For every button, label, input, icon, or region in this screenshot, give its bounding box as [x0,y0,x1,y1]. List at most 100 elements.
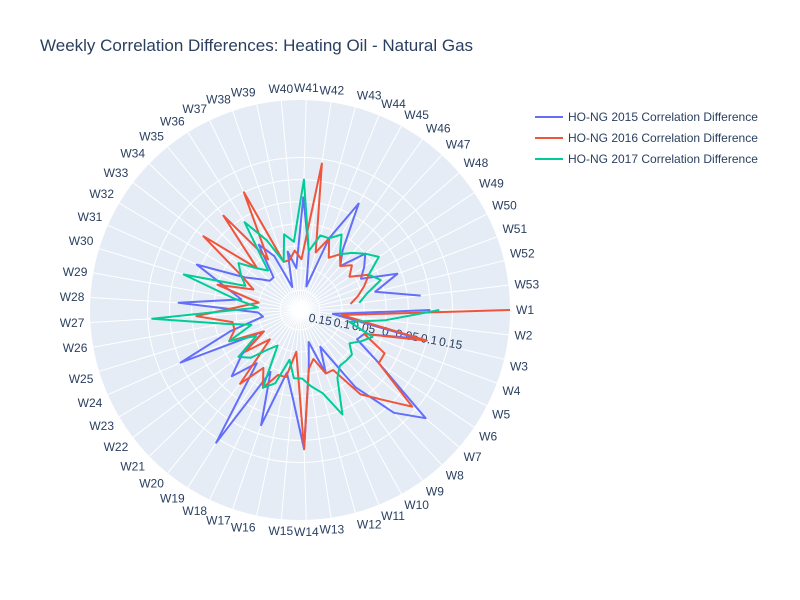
angular-gridline [299,309,443,466]
angular-gridline [107,224,301,311]
angular-gridline [299,309,332,518]
angular-tick-label: W6 [479,430,497,444]
angular-tick-label: W39 [231,86,256,100]
angular-tick-label: W38 [206,92,231,106]
angular-tick-label: W1 [516,303,534,317]
angular-tick-label: W33 [104,166,129,180]
angular-tick-label: W22 [104,440,129,454]
angular-tick-label: W35 [139,129,164,143]
angular-gridline [93,272,301,311]
series-line-3 [151,178,440,416]
angular-tick-label: W15 [268,524,293,538]
angular-gridline [90,309,301,323]
angular-gridline [256,104,301,311]
angular-gridline [299,102,332,311]
angular-tick-label: W25 [69,372,94,386]
angular-tick-label: W5 [492,408,510,422]
legend-item-1[interactable]: HO-NG 2015 Correlation Difference [535,110,758,124]
angular-gridline [299,172,460,311]
angular-gridline [93,309,301,348]
radial-axis-labels: 0.15 0.1 0.05 0 0.05 0.1 0.15 [308,311,464,353]
angular-axis-labels: W1W2W3W4W5W6W7W8W9W10W11W12W13W14W15W16W… [60,81,540,539]
angular-tick-label: W17 [206,514,231,528]
angular-tick-label: W28 [60,290,85,304]
angular-tick-label: W46 [426,122,451,136]
angular-gridline [299,139,423,311]
legend-label: HO-NG 2016 Correlation Difference [568,131,758,145]
angular-tick-label: W29 [63,265,88,279]
angular-tick-label: W23 [89,419,114,433]
angular-gridline [299,107,356,311]
angular-tick-label: W10 [404,498,429,512]
angular-gridline [107,309,301,396]
angular-gridline [299,309,460,448]
angular-tick-label: W9 [426,484,444,498]
angular-tick-label: W41 [294,81,319,95]
angular-tick-label: W18 [182,504,207,518]
angular-tick-label: W7 [464,450,482,464]
angular-tick-label: W32 [89,187,114,201]
angular-gridline [209,309,301,500]
angular-gridline [187,309,301,488]
angular-gridline [232,309,301,510]
angular-gridline [132,309,301,438]
angular-gridline [299,309,307,520]
radial-tick-label: 0.1 [420,331,439,348]
angular-tick-label: W27 [60,316,85,330]
radial-tick-label: 0.15 [308,311,334,329]
angular-tick-label: W53 [514,277,539,291]
angular-gridline [232,110,301,311]
angular-gridline [299,309,475,428]
angular-tick-label: W49 [479,176,504,190]
angular-gridline [299,309,498,384]
angular-gridline [148,309,301,457]
radial-tick-label: 0.15 [438,334,464,352]
angular-tick-label: W34 [120,147,145,161]
legend[interactable]: HO-NG 2015 Correlation Difference HO-NG 2… [535,110,758,166]
angular-gridline [299,115,380,311]
angular-tick-label: W42 [320,83,345,97]
angular-tick-label: W47 [446,138,471,152]
angular-gridline [118,202,301,311]
angular-tick-label: W36 [160,114,185,128]
angular-gridline [90,297,301,311]
angular-tick-label: W14 [294,525,319,539]
angular-tick-label: W30 [69,234,94,248]
angular-tick-label: W44 [381,97,406,111]
angular-gridline [187,132,301,311]
angular-gridline [167,309,301,474]
angular-gridline [148,163,301,311]
angular-tick-label: W45 [404,108,429,122]
angular-gridline [280,100,301,311]
angular-gridline [299,213,488,311]
angular-gridline [167,146,301,311]
series-line-2 [195,162,511,451]
angular-tick-label: W37 [182,102,207,116]
angular-tick-label: W40 [268,82,293,96]
angular-gridline [209,120,301,311]
legend-label: HO-NG 2015 Correlation Difference [568,110,758,124]
angular-gridline [99,248,301,311]
angular-tick-label: W19 [160,492,185,506]
angular-tick-label: W24 [78,396,103,410]
angular-gridline [299,309,380,505]
angular-tick-label: W2 [514,329,532,343]
angular-gridline [299,284,509,311]
angular-tick-label: W48 [464,156,489,170]
angular-tick-label: W8 [446,468,464,482]
angular-tick-label: W50 [492,198,517,212]
angular-tick-label: W31 [78,210,103,224]
angular-tick-label: W13 [320,523,345,537]
angular-tick-label: W4 [502,384,520,398]
legend-item-3[interactable]: HO-NG 2017 Correlation Difference [535,152,758,166]
legend-item-2[interactable]: HO-NG 2016 Correlation Difference [535,131,758,145]
angular-tick-label: W20 [139,477,164,491]
angular-gridline [299,309,402,495]
series-lines [151,162,511,451]
chart-title: Weekly Correlation Differences: Heating … [40,36,473,55]
angular-gridline [299,125,402,311]
angular-tick-label: W3 [510,360,528,374]
angular-gridline [118,309,301,418]
angular-gridline [299,192,475,311]
